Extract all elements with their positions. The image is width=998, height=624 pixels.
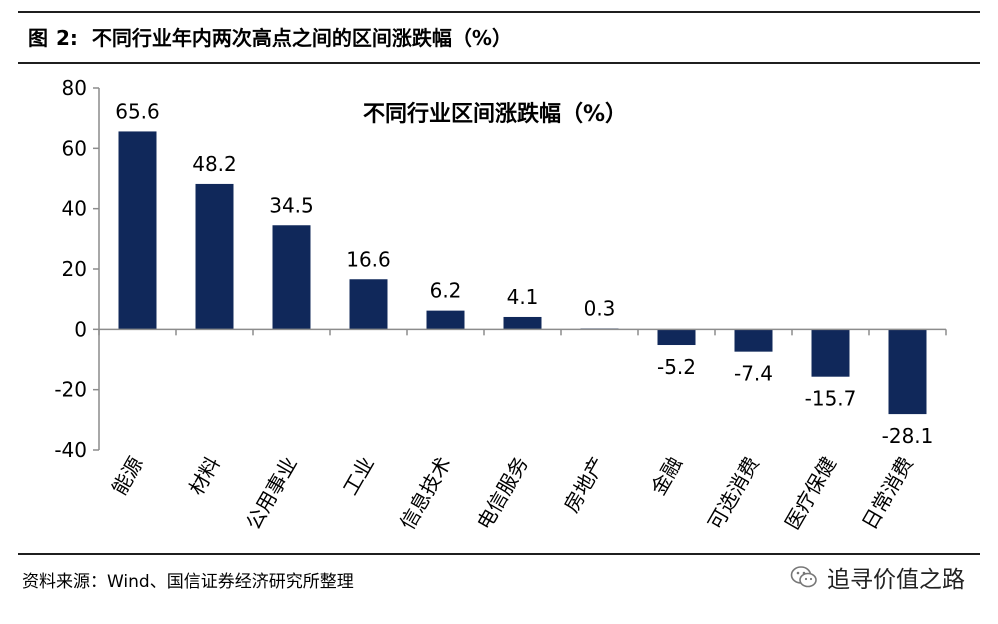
chart-title: 不同行业区间涨跌幅（%） [363, 101, 627, 127]
category-label: 金融 [646, 453, 687, 500]
bar-chart: 80 60 40 20 0 -20 -40 65.6 能源 48.2 材料 34.5 公用事业 16.6… [54, 76, 947, 534]
y-tick-label: -20 [54, 378, 87, 402]
figure-label: 图 [28, 26, 48, 50]
data-label: -15.7 [805, 387, 857, 411]
top-rule [18, 11, 980, 13]
figure-title: 图 2: 不同行业年内两次高点之间的区间涨跌幅（%） [28, 22, 512, 51]
data-label: 65.6 [115, 99, 160, 123]
category-label: 信息技术 [395, 453, 456, 534]
category-label: 材料 [184, 453, 225, 500]
y-tick-label: 40 [62, 197, 87, 221]
y-tick-label: -40 [54, 438, 87, 462]
category-label: 公用事业 [241, 453, 302, 534]
category-label: 工业 [338, 453, 379, 500]
watermark-text: 追寻价值之路 [827, 567, 965, 593]
bar [272, 225, 311, 330]
bar [118, 131, 157, 330]
y-tick-label: 0 [74, 317, 87, 341]
data-label: 34.5 [269, 193, 314, 217]
data-label: -7.4 [734, 362, 773, 386]
bar [811, 329, 850, 377]
data-label: 0.3 [584, 296, 616, 320]
data-label: -28.1 [882, 424, 934, 448]
category-label: 医疗保健 [780, 453, 841, 534]
data-label: -5.2 [657, 355, 696, 379]
data-label: 16.6 [346, 247, 391, 271]
bar [503, 316, 542, 330]
footer-rule [18, 553, 980, 555]
bar [888, 329, 927, 415]
category-label: 可选消费 [703, 453, 764, 534]
data-label: 48.2 [192, 152, 237, 176]
figure-title-text: 不同行业年内两次高点之间的区间涨跌幅（%） [91, 26, 512, 50]
watermark: 追寻价值之路 [789, 560, 965, 594]
data-label: 4.1 [507, 285, 539, 309]
category-label: 能源 [107, 453, 148, 500]
y-tick-label: 20 [62, 257, 87, 281]
figure-number: 2: [56, 26, 78, 50]
header-rule [18, 62, 980, 64]
bar [657, 329, 696, 346]
category-label: 日常消费 [857, 453, 918, 534]
category-label: 电信服务 [472, 453, 533, 534]
source-note: 资料来源：Wind、国信证券经济研究所整理 [22, 572, 354, 592]
bar [734, 329, 773, 352]
bar [426, 310, 465, 330]
bar [349, 279, 388, 330]
wechat-icon [790, 566, 817, 588]
data-label: 6.2 [430, 279, 462, 303]
y-tick-label: 60 [62, 136, 87, 160]
category-label: 房地产 [559, 453, 610, 517]
y-tick-label: 80 [62, 76, 87, 100]
bar [195, 183, 234, 330]
